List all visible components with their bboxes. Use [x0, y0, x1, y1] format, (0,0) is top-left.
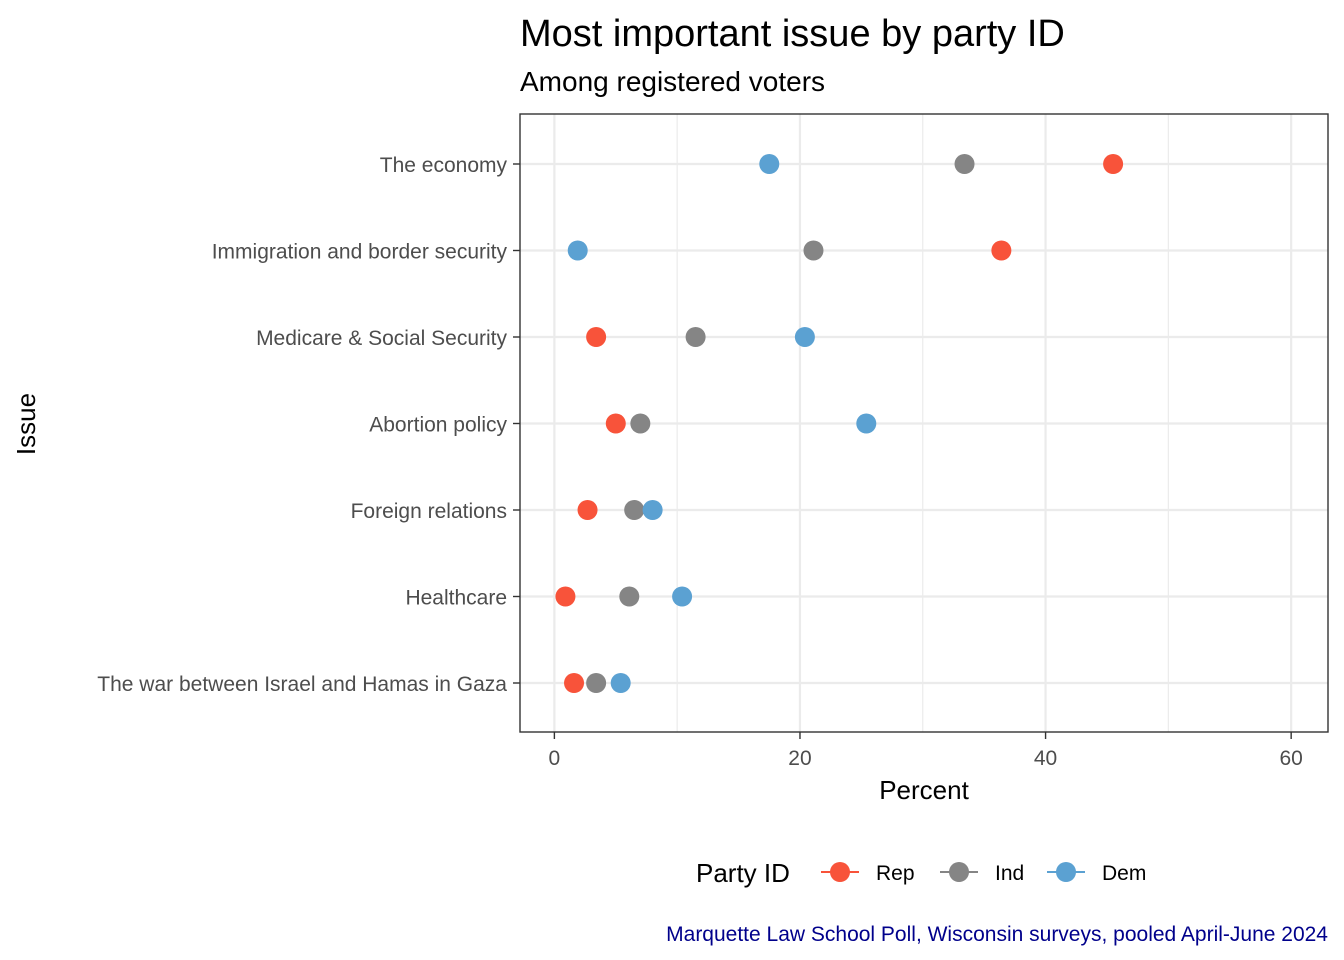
legend-label-rep: Rep [876, 862, 915, 885]
point-ind [624, 500, 645, 520]
y-tick-label: Foreign relations [351, 500, 507, 523]
point-ind [685, 327, 706, 347]
point-rep [577, 500, 598, 520]
point-layer [555, 154, 1124, 693]
point-ind [630, 413, 651, 434]
legend-key-point-dem [1056, 862, 1076, 882]
legend: Party ID Rep Ind Dem [696, 858, 1146, 888]
point-dem [759, 154, 780, 174]
point-dem [794, 327, 815, 347]
point-ind [586, 673, 607, 693]
point-ind [954, 154, 975, 174]
point-rep [586, 327, 607, 347]
legend-label-ind: Ind [995, 862, 1024, 885]
legend-label-dem: Dem [1102, 862, 1146, 885]
chart-caption: Marquette Law School Poll, Wisconsin sur… [666, 923, 1328, 946]
x-tick-label: 20 [788, 747, 811, 770]
y-axis-label: Issue [11, 393, 41, 455]
point-rep [1103, 154, 1124, 174]
y-tick-label: The economy [380, 154, 508, 177]
y-tick-label: Healthcare [405, 587, 507, 610]
chart-title: Most important issue by party ID [520, 13, 1065, 55]
chart-subtitle: Among registered voters [520, 66, 825, 97]
point-rep [991, 240, 1012, 261]
x-axis-label: Percent [879, 775, 969, 805]
y-tick-label: Immigration and border security [212, 241, 508, 264]
x-tick-label: 60 [1279, 747, 1302, 770]
point-rep [564, 673, 585, 693]
point-dem [610, 673, 631, 693]
point-dem [856, 413, 877, 434]
point-dem [642, 500, 663, 520]
point-dem [672, 586, 693, 607]
point-ind [619, 586, 640, 607]
tick-layer: 0 20 40 60 The economy Immigration and border… [97, 154, 1303, 770]
point-rep [605, 413, 626, 434]
legend-key-point-rep [830, 862, 850, 882]
x-tick-label: 0 [549, 747, 561, 770]
point-dem [567, 240, 588, 261]
legend-title: Party ID [696, 858, 790, 888]
y-tick-label: Abortion policy [369, 414, 507, 437]
legend-key-point-ind [949, 862, 969, 882]
x-tick-label: 40 [1034, 747, 1057, 770]
point-rep [555, 586, 576, 607]
y-tick-label: The war between Israel and Hamas in Gaza [97, 673, 507, 696]
point-ind [803, 240, 824, 261]
y-tick-label: Medicare & Social Security [256, 327, 507, 350]
